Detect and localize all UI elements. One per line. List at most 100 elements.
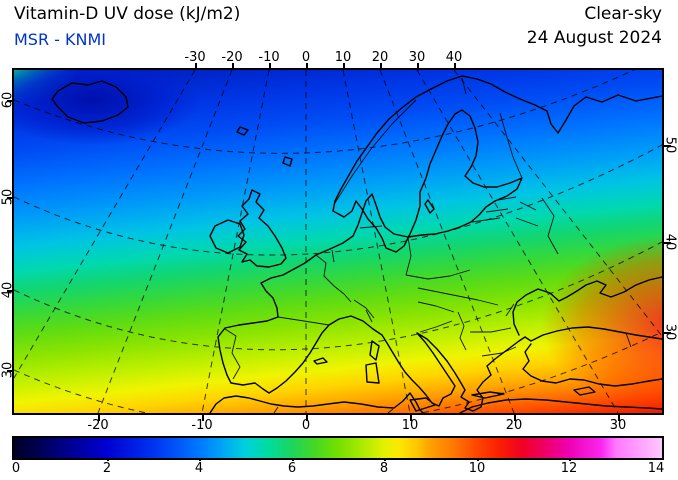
lon-axis-label-bottom: 10 — [401, 418, 419, 433]
border-line — [499, 112, 523, 179]
colorbar-tick — [477, 458, 479, 461]
axis-tick — [202, 414, 204, 421]
meridian-line — [453, 70, 662, 337]
lon-axis-label-top: -10 — [258, 50, 280, 65]
meridian-line — [201, 70, 270, 413]
sardinia-coast — [365, 362, 380, 384]
border-line — [365, 309, 373, 323]
ireland-coast — [209, 219, 245, 254]
axis-tick — [343, 63, 345, 70]
north-africa-west-coast — [209, 392, 424, 413]
axis-tick — [269, 63, 271, 70]
balearics-coast — [313, 357, 328, 365]
source-label: MSR - KNMI — [14, 30, 107, 49]
lon-axis-label-bottom: -20 — [87, 418, 109, 433]
colorbar-tick — [569, 458, 571, 461]
border-line — [224, 328, 241, 380]
axis-tick — [380, 63, 382, 70]
shetland-coast — [282, 156, 293, 167]
colorbar-tick — [292, 458, 294, 461]
axis-tick — [417, 63, 419, 70]
colorbar-label: 12 — [560, 461, 578, 476]
sicily-coast — [409, 397, 436, 412]
colorbar-label: 6 — [287, 461, 297, 476]
colorbar-label: 0 — [11, 461, 21, 476]
axis-tick — [514, 414, 516, 421]
colorbar-label: 8 — [379, 461, 389, 476]
crete-coast — [471, 391, 505, 399]
axis-tick — [664, 242, 671, 244]
lon-axis-label-top: 10 — [334, 50, 352, 65]
great-britain-coast — [237, 189, 287, 268]
border-line — [471, 196, 517, 223]
faroe-coast — [236, 126, 249, 136]
axis-tick — [454, 63, 456, 70]
colorbar-tick — [107, 458, 109, 461]
axis-tick — [7, 197, 14, 199]
north-africa-east-coast — [459, 398, 662, 413]
border-line — [457, 311, 517, 357]
border-line — [359, 225, 383, 229]
border-line — [405, 269, 471, 280]
colorbar-tick — [384, 458, 386, 461]
axis-tick — [195, 63, 197, 70]
border-line — [353, 299, 375, 319]
axis-tick — [664, 332, 671, 334]
corsica-coast — [369, 340, 380, 361]
colorbar-label: 2 — [102, 461, 112, 476]
border-line — [405, 236, 412, 276]
axis-tick — [306, 414, 308, 421]
lon-axis-label-bottom: 30 — [609, 418, 627, 433]
lon-axis-label-top: -20 — [221, 50, 243, 65]
graticule — [14, 70, 662, 413]
border-line — [461, 77, 467, 95]
lon-axis-label-bottom: -10 — [191, 418, 213, 433]
colorbar-label: 4 — [194, 461, 204, 476]
black-sea-north-coast — [512, 276, 662, 336]
meridian-line — [14, 70, 196, 379]
border-line — [625, 332, 632, 348]
lon-axis-label-top: 0 — [301, 50, 311, 65]
border-line — [315, 254, 352, 303]
axis-tick — [7, 370, 14, 372]
axis-tick — [618, 414, 620, 421]
axis-tick — [7, 100, 14, 102]
axis-tick — [306, 63, 308, 70]
border-line — [331, 249, 335, 263]
meridian-line — [342, 70, 411, 413]
axis-tick — [98, 414, 100, 421]
axis-tick — [7, 290, 14, 292]
parallel-line — [14, 70, 635, 154]
lon-axis-label-bottom: 20 — [505, 418, 523, 433]
axis-tick — [664, 145, 671, 147]
cyprus-coast — [573, 386, 596, 396]
parallel-line — [14, 331, 662, 413]
axis-tick — [232, 63, 234, 70]
axis-tick — [410, 414, 412, 421]
parallel-line — [14, 144, 662, 256]
lon-axis-label-top: 40 — [445, 50, 463, 65]
colorbar-tick — [199, 458, 201, 461]
lon-axis-label-top: 20 — [371, 50, 389, 65]
iceland-coast — [51, 80, 129, 124]
country-borders — [224, 77, 632, 413]
lon-axis-label-top: 30 — [408, 50, 426, 65]
border-line — [417, 301, 455, 333]
map-overlay — [14, 70, 662, 413]
gotland-coast — [424, 199, 435, 214]
meridian-line — [416, 70, 619, 413]
colorbar — [12, 436, 664, 460]
border-line — [505, 303, 515, 317]
border-line — [273, 406, 394, 413]
page-title: Vitamin-D UV dose (kJ/m2) — [14, 4, 241, 24]
date-label: 24 August 2024 — [526, 28, 662, 48]
coastlines — [51, 75, 662, 413]
border-line — [515, 197, 559, 255]
colorbar-label: 10 — [468, 461, 486, 476]
border-line — [417, 287, 459, 297]
parallel-line — [14, 241, 662, 351]
lon-axis-label-bottom: 0 — [301, 418, 311, 433]
lon-axis-label-top: -30 — [184, 50, 206, 65]
map-frame — [12, 68, 664, 415]
